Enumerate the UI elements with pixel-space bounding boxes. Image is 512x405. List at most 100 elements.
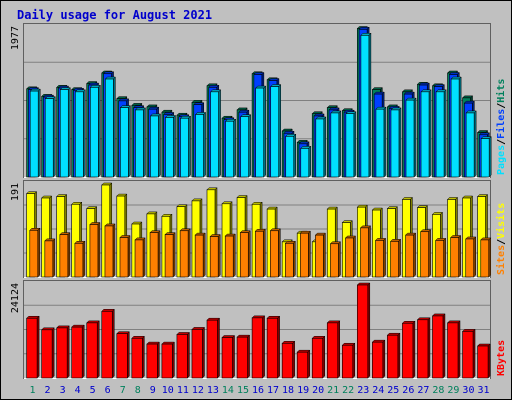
bar-side-face [172, 232, 176, 278]
panel-kbytes-max-label: 24124 [10, 283, 21, 313]
bar-front-face [270, 86, 280, 178]
bar-side-face [232, 233, 236, 278]
bar-pages-day-27 [420, 89, 432, 178]
x-label-day-27: 27 [417, 385, 429, 396]
bar-front-face [270, 230, 279, 278]
bar-kbytes-day-25 [386, 332, 401, 379]
bar-kbytes-day-29 [446, 320, 461, 379]
bar-side-face [217, 317, 220, 379]
bar-side-face [98, 84, 101, 178]
bar-front-face [311, 337, 324, 379]
bar-kbytes-day-30 [461, 328, 476, 379]
bar-pages-day-28 [435, 89, 447, 178]
bar-front-face [375, 240, 384, 278]
bar-kbytes-day-2 [41, 327, 55, 379]
bar-front-face [135, 109, 144, 178]
bar-front-face [29, 90, 39, 178]
bar-front-face [161, 343, 173, 379]
bar-sites-day-5 [89, 221, 101, 278]
bar-sites-day-30 [465, 236, 477, 278]
bar-front-face [266, 317, 278, 379]
bar-kbytes-day-7 [116, 331, 130, 379]
panel-visits: 191 Sites/Visits [10, 180, 507, 278]
bar-front-face [101, 311, 113, 379]
bar-side-face [127, 234, 131, 278]
bar-pages-day-17 [270, 83, 282, 178]
bar-side-face [187, 228, 191, 278]
legend-visits: Visits [495, 203, 507, 239]
panel-kbytes-legend: KBytes [496, 340, 507, 376]
bar-sites-day-23 [359, 225, 372, 278]
panel-visits-legend: Sites/Visits [495, 203, 507, 275]
bar-side-face [157, 230, 161, 278]
bar-kbytes-day-8 [131, 335, 145, 379]
bar-sites-day-29 [450, 234, 462, 278]
x-label-day-2: 2 [45, 385, 51, 396]
bar-sites-day-26 [405, 232, 417, 278]
bar-front-face [176, 334, 188, 379]
bar-front-face [89, 224, 99, 278]
bar-front-face [224, 235, 234, 278]
panel-visits-bars [25, 182, 492, 278]
bar-pages-day-6 [104, 76, 116, 178]
bar-front-face [326, 322, 339, 379]
x-label-day-18: 18 [282, 385, 294, 396]
bar-front-face [360, 227, 369, 278]
bar-front-face [300, 232, 309, 278]
bar-front-face [209, 236, 219, 278]
bar-front-face [296, 351, 308, 379]
x-label-day-12: 12 [192, 385, 204, 396]
bar-kbytes-day-4 [71, 324, 85, 379]
bar-kbytes-day-23 [356, 282, 371, 379]
bar-side-face [127, 331, 130, 379]
bar-pages-day-25 [390, 107, 402, 178]
bar-side-face [68, 86, 71, 178]
bar-front-face [462, 331, 474, 379]
bar-pages-day-14 [225, 118, 237, 178]
bar-side-face [112, 308, 115, 379]
bar-sites-day-21 [329, 241, 342, 278]
bar-front-face [402, 322, 414, 379]
bar-kbytes-day-15 [236, 334, 251, 379]
bar-sites-day-4 [74, 240, 86, 278]
bar-sites-day-19 [299, 230, 311, 278]
bar-side-face [142, 237, 146, 278]
bar-front-face [59, 89, 69, 178]
bar-kbytes-day-24 [371, 339, 386, 379]
bar-side-face [187, 331, 190, 379]
bar-sites-day-10 [164, 232, 176, 278]
bar-front-face [240, 116, 249, 178]
bar-pages-day-12 [194, 111, 207, 178]
bar-front-face [164, 234, 174, 278]
bar-front-face [432, 315, 444, 379]
legend-hits: Hits [495, 79, 507, 103]
bar-side-face [113, 76, 116, 178]
bar-front-face [236, 336, 248, 379]
bar-front-face [375, 108, 385, 178]
bar-front-face [44, 98, 54, 178]
bar-pages-day-20 [315, 116, 327, 178]
x-label-day-20: 20 [312, 385, 324, 396]
x-label-day-7: 7 [120, 385, 126, 396]
panel-hits-max-label: 1977 [10, 26, 21, 50]
bar-kbytes-day-17 [266, 315, 281, 379]
bar-sites-day-28 [435, 237, 447, 278]
bar-front-face [120, 107, 129, 178]
bar-pages-day-19 [300, 145, 312, 178]
bar-sites-day-31 [480, 237, 492, 278]
x-label-day-8: 8 [135, 385, 141, 396]
bar-pages-day-7 [119, 105, 131, 178]
bar-front-face [149, 232, 159, 278]
bar-kbytes-day-11 [176, 331, 191, 379]
bar-side-face [248, 230, 251, 278]
bar-sites-day-20 [314, 232, 327, 278]
bar-side-face [112, 223, 116, 278]
x-label-day-26: 26 [402, 385, 414, 396]
bar-front-face [285, 242, 294, 278]
bar-pages-day-3 [59, 86, 71, 178]
bar-front-face [255, 87, 264, 178]
bar-front-face [390, 109, 400, 178]
bar-front-face [194, 234, 204, 278]
bar-front-face [56, 327, 68, 379]
